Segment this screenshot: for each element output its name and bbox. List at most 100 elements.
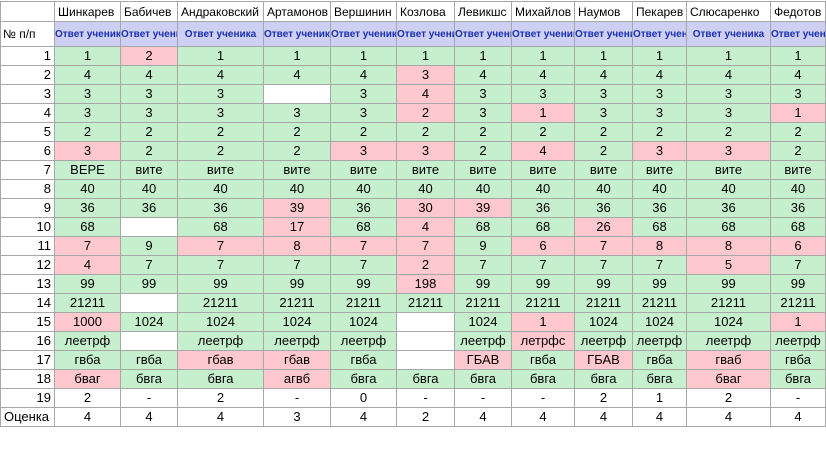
answer-cell[interactable]: 99 [54, 274, 121, 294]
answer-cell[interactable]: 1024 [574, 312, 633, 332]
answer-header-cell[interactable]: Ответ ученика [454, 21, 512, 47]
answer-cell[interactable]: 2 [120, 122, 178, 142]
answer-cell[interactable]: леетрф [574, 331, 633, 351]
answer-cell[interactable]: 2 [770, 141, 826, 161]
answer-cell[interactable]: ВЕРЕ [54, 160, 121, 180]
answer-cell[interactable]: 36 [574, 198, 633, 218]
answer-cell[interactable]: 36 [54, 198, 121, 218]
student-name-cell[interactable]: Козлова [396, 1, 455, 22]
answer-cell[interactable]: 198 [396, 274, 455, 294]
answer-cell[interactable]: гбав [177, 350, 264, 370]
student-name-cell[interactable]: Федотов [770, 1, 826, 22]
answer-cell[interactable]: вите [263, 160, 331, 180]
answer-cell[interactable]: 4 [54, 255, 121, 275]
answer-cell[interactable] [120, 293, 178, 313]
answer-cell[interactable]: 21211 [54, 293, 121, 313]
answer-cell[interactable]: 3 [396, 65, 455, 85]
answer-cell[interactable]: ГБАВ [574, 350, 633, 370]
answer-cell[interactable]: 9 [454, 236, 512, 256]
answer-cell[interactable]: бвга [770, 369, 826, 389]
answer-cell[interactable]: 40 [574, 179, 633, 199]
answer-cell[interactable]: 2 [396, 122, 455, 142]
question-number-cell[interactable]: 13 [0, 274, 55, 294]
answer-cell[interactable]: 3 [120, 103, 178, 123]
question-number-cell[interactable]: 10 [0, 217, 55, 237]
answer-cell[interactable]: 21211 [686, 293, 771, 313]
answer-header-cell[interactable]: Ответ ученика [770, 21, 826, 47]
answer-cell[interactable]: 30 [396, 198, 455, 218]
answer-cell[interactable]: 1 [396, 46, 455, 66]
answer-cell[interactable]: бваг [54, 369, 121, 389]
answer-cell[interactable]: 1 [574, 46, 633, 66]
answer-cell[interactable]: 2 [574, 122, 633, 142]
question-number-cell[interactable]: 17 [0, 350, 55, 370]
grade-cell[interactable]: 4 [770, 407, 826, 427]
answer-cell[interactable]: 9 [120, 236, 178, 256]
student-name-cell[interactable]: Михайлов [511, 1, 575, 22]
answer-cell[interactable]: 4 [511, 141, 575, 161]
answer-cell[interactable]: вите [574, 160, 633, 180]
answer-cell[interactable]: леетрф [54, 331, 121, 351]
answer-cell[interactable]: 99 [574, 274, 633, 294]
answer-cell[interactable]: - [454, 388, 512, 408]
answer-cell[interactable]: - [396, 388, 455, 408]
answer-cell[interactable]: 21211 [511, 293, 575, 313]
answer-cell[interactable]: бваг [686, 369, 771, 389]
answer-header-cell[interactable]: Ответ ученика [632, 21, 687, 47]
answer-cell[interactable]: 99 [770, 274, 826, 294]
answer-header-cell[interactable]: Ответ ученика [396, 21, 455, 47]
question-number-cell[interactable]: 11 [0, 236, 55, 256]
answer-cell[interactable]: бвга [511, 369, 575, 389]
answer-cell[interactable]: 2 [263, 122, 331, 142]
answer-cell[interactable]: 3 [632, 103, 687, 123]
answer-cell[interactable]: 7 [330, 236, 397, 256]
grade-cell[interactable]: 4 [511, 407, 575, 427]
answer-cell[interactable]: 21211 [177, 293, 264, 313]
answer-cell[interactable]: 1 [177, 46, 264, 66]
answer-cell[interactable]: 1 [511, 103, 575, 123]
answer-cell[interactable]: 3 [574, 84, 633, 104]
answer-cell[interactable]: 36 [330, 198, 397, 218]
grade-cell[interactable]: 2 [396, 407, 455, 427]
answer-cell[interactable]: 7 [54, 236, 121, 256]
answer-cell[interactable]: 4 [177, 65, 264, 85]
student-name-cell[interactable]: Андраковский [177, 1, 264, 22]
answer-cell[interactable]: 8 [632, 236, 687, 256]
answer-cell[interactable]: 1 [454, 46, 512, 66]
answer-cell[interactable]: 21211 [632, 293, 687, 313]
answer-cell[interactable]: 21211 [330, 293, 397, 313]
answer-cell[interactable]: вите [330, 160, 397, 180]
answer-cell[interactable]: 7 [263, 255, 331, 275]
answer-cell[interactable]: 2 [54, 122, 121, 142]
answer-cell[interactable]: 99 [511, 274, 575, 294]
answer-cell[interactable]: 2 [574, 388, 633, 408]
answer-cell[interactable]: 3 [330, 84, 397, 104]
answer-cell[interactable]: вите [454, 160, 512, 180]
answer-cell[interactable]: 1 [632, 388, 687, 408]
answer-cell[interactable]: ГБАВ [454, 350, 512, 370]
answer-cell[interactable]: 3 [454, 84, 512, 104]
student-name-cell[interactable]: Левикшс [454, 1, 512, 22]
answer-cell[interactable]: 36 [770, 198, 826, 218]
answer-cell[interactable]: леетрф [263, 331, 331, 351]
answer-cell[interactable]: 7 [574, 236, 633, 256]
answer-cell[interactable]: вите [770, 160, 826, 180]
answer-cell[interactable]: 1000 [54, 312, 121, 332]
answer-cell[interactable]: 1 [770, 312, 826, 332]
answer-cell[interactable]: 8 [686, 236, 771, 256]
answer-cell[interactable]: 36 [511, 198, 575, 218]
answer-cell[interactable]: 21211 [454, 293, 512, 313]
answer-cell[interactable]: 1 [770, 103, 826, 123]
answer-cell[interactable]: агвб [263, 369, 331, 389]
answer-cell[interactable]: 4 [54, 65, 121, 85]
answer-cell[interactable]: бвга [330, 369, 397, 389]
question-number-cell[interactable]: 1 [0, 46, 55, 66]
answer-cell[interactable]: 1024 [686, 312, 771, 332]
answer-cell[interactable]: бвга [574, 369, 633, 389]
answer-cell[interactable]: 3 [396, 141, 455, 161]
answer-cell[interactable]: 2 [574, 141, 633, 161]
answer-cell[interactable]: 36 [686, 198, 771, 218]
answer-cell[interactable]: 40 [686, 179, 771, 199]
answer-cell[interactable]: 7 [120, 255, 178, 275]
answer-cell[interactable]: 40 [770, 179, 826, 199]
